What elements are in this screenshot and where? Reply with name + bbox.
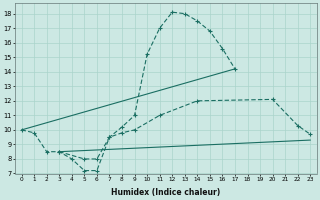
X-axis label: Humidex (Indice chaleur): Humidex (Indice chaleur): [111, 188, 220, 197]
